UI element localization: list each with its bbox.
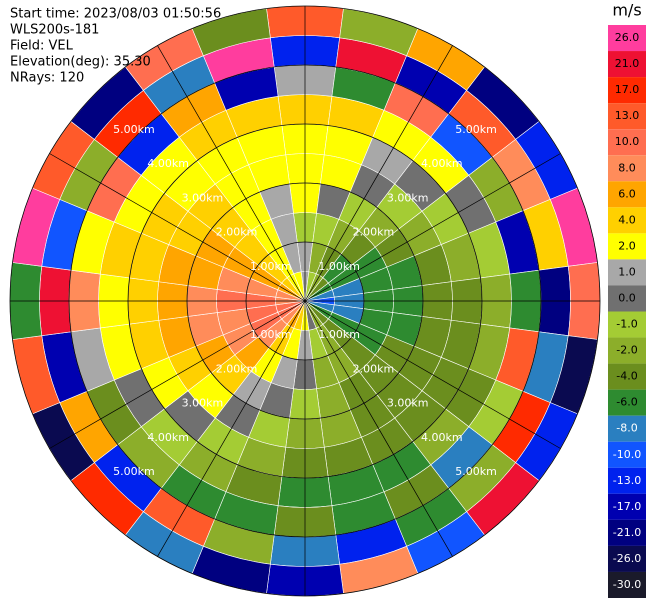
colorbar-label: 2.0 bbox=[618, 239, 636, 252]
range-ring bbox=[186, 182, 424, 420]
header-line: Start time: 2023/08/03 01:50:56 bbox=[10, 7, 221, 22]
colorbar-bin bbox=[608, 233, 646, 260]
colorbar-bin bbox=[608, 103, 646, 130]
range-label: 4.00km bbox=[421, 157, 463, 170]
range-label: 5.00km bbox=[113, 465, 155, 478]
range-overlay: 1.00km 1.00km 1.00km 1.00km 2.00km 2.00km 2.00… bbox=[9, 5, 601, 597]
colorbar-bin bbox=[608, 311, 646, 338]
range-label: 2.00km bbox=[353, 362, 395, 375]
colorbar-label: -1.0 bbox=[616, 318, 637, 331]
spoke bbox=[49, 300, 306, 449]
colorbar-bin bbox=[608, 285, 646, 312]
range-label: 1.00km bbox=[318, 260, 360, 273]
spoke bbox=[49, 153, 306, 302]
spoke bbox=[304, 45, 453, 302]
spoke bbox=[157, 300, 306, 557]
colorbar-label: -13.0 bbox=[613, 474, 641, 487]
colorbar-label: -26.0 bbox=[613, 552, 641, 565]
colorbar-label: 13.0 bbox=[615, 109, 640, 122]
colorbar-label: 6.0 bbox=[618, 187, 636, 200]
colorbar-label: 0.0 bbox=[618, 291, 636, 304]
colorbar-bin bbox=[608, 51, 646, 78]
range-label: 3.00km bbox=[182, 191, 224, 204]
colorbar-label: 1.0 bbox=[618, 265, 636, 278]
range-label: 2.00km bbox=[353, 226, 395, 239]
colorbar-bin bbox=[608, 389, 646, 416]
colorbar-bin bbox=[608, 129, 646, 156]
colorbar-label: -21.0 bbox=[613, 526, 641, 539]
header-line: Field: VEL bbox=[10, 39, 74, 54]
colorbar-label: -2.0 bbox=[616, 344, 637, 357]
colorbar-bin bbox=[608, 155, 646, 182]
colorbar-bin bbox=[608, 77, 646, 104]
colorbar-label: -10.0 bbox=[613, 448, 641, 461]
colorbar-bin bbox=[608, 207, 646, 234]
colorbar-bin bbox=[608, 259, 646, 286]
range-label: 1.00km bbox=[250, 260, 292, 273]
colorbar-bin bbox=[608, 467, 646, 494]
colorbar-bin bbox=[608, 545, 646, 572]
colorbar-bin bbox=[608, 363, 646, 390]
range-ring bbox=[9, 5, 601, 597]
spoke bbox=[304, 153, 561, 302]
colorbar-title: m/s bbox=[612, 1, 641, 20]
header-line: NRays: 120 bbox=[10, 71, 84, 86]
colorbar-bin bbox=[608, 571, 646, 598]
range-label: 4.00km bbox=[147, 431, 189, 444]
colorbar-label: -4.0 bbox=[616, 370, 637, 383]
range-label: 5.00km bbox=[455, 465, 497, 478]
spoke bbox=[304, 300, 453, 557]
colorbar-bin bbox=[608, 441, 646, 468]
colorbar-label: -17.0 bbox=[613, 500, 641, 513]
range-label: 5.00km bbox=[113, 123, 155, 136]
colorbar-bin bbox=[608, 415, 646, 442]
range-ring bbox=[127, 123, 483, 479]
range-label: 2.00km bbox=[216, 362, 258, 375]
colorbar-label: 4.0 bbox=[618, 213, 636, 226]
range-ring bbox=[245, 241, 365, 361]
colorbar-label: 10.0 bbox=[615, 135, 640, 148]
colorbar: 26.0 21.0 17.0 13.0 10.0 8.0 6.0 4.0 2.0 1.0 0.0 -1… bbox=[608, 25, 646, 598]
range-label: 3.00km bbox=[387, 397, 429, 410]
range-label: 4.00km bbox=[421, 431, 463, 444]
range-label: 2.00km bbox=[216, 226, 258, 239]
colorbar-label: -6.0 bbox=[616, 396, 637, 409]
colorbar-bin bbox=[608, 337, 646, 364]
colorbar-bin bbox=[608, 25, 646, 52]
colorbar-label: -30.0 bbox=[613, 578, 641, 591]
header: Start time: 2023/08/03 01:50:56WLS200s-1… bbox=[10, 7, 221, 86]
spoke bbox=[304, 300, 561, 449]
colorbar-label: 26.0 bbox=[615, 31, 640, 44]
range-label: 3.00km bbox=[182, 397, 224, 410]
range-label: 1.00km bbox=[250, 328, 292, 341]
header-line: Elevation(deg): 35.30 bbox=[10, 55, 151, 70]
colorbar-label: -8.0 bbox=[616, 422, 637, 435]
colorbar-label: 17.0 bbox=[615, 83, 640, 96]
colorbar-label: 8.0 bbox=[618, 161, 636, 174]
radar-field bbox=[9, 5, 601, 597]
range-label: 3.00km bbox=[387, 191, 429, 204]
colorbar-bin bbox=[608, 493, 646, 520]
header-line: WLS200s-181 bbox=[10, 23, 99, 38]
colorbar-label: 21.0 bbox=[615, 57, 640, 70]
range-ring bbox=[68, 64, 542, 538]
colorbar-bin bbox=[608, 519, 646, 546]
range-label: 1.00km bbox=[318, 328, 360, 341]
range-label: 4.00km bbox=[147, 157, 189, 170]
spoke bbox=[157, 45, 306, 302]
range-label: 5.00km bbox=[455, 123, 497, 136]
colorbar-bin bbox=[608, 181, 646, 208]
